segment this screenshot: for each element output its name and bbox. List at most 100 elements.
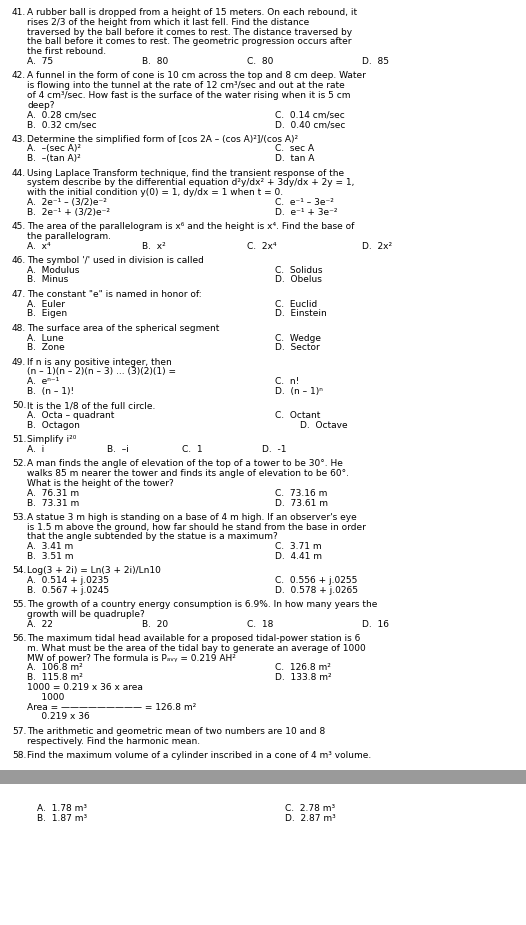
Text: 55.: 55. xyxy=(12,600,26,610)
Text: A.  Euler: A. Euler xyxy=(27,300,65,309)
Text: that the angle subtended by the statue is a maximum?: that the angle subtended by the statue i… xyxy=(27,533,278,541)
Text: C.  2.78 m³: C. 2.78 m³ xyxy=(285,804,335,813)
Text: the ball before it comes to rest. The geometric progression occurs after: the ball before it comes to rest. The ge… xyxy=(27,37,351,46)
Text: the parallelogram.: the parallelogram. xyxy=(27,232,111,241)
Text: D.  (n – 1)ⁿ: D. (n – 1)ⁿ xyxy=(275,387,323,396)
Text: D.  Sector: D. Sector xyxy=(275,343,320,352)
Text: A.  0.514 + j.0235: A. 0.514 + j.0235 xyxy=(27,576,109,586)
Text: A.  –(sec A)²: A. –(sec A)² xyxy=(27,144,81,154)
Text: B.  3.51 m: B. 3.51 m xyxy=(27,552,74,561)
Text: C.  Euclid: C. Euclid xyxy=(275,300,317,309)
Text: B.  –i: B. –i xyxy=(107,445,129,454)
Text: D.  2.87 m³: D. 2.87 m³ xyxy=(285,814,336,823)
Text: A.  106.8 m²: A. 106.8 m² xyxy=(27,663,83,672)
Text: D.  133.8 m²: D. 133.8 m² xyxy=(275,673,331,683)
Text: B.  80: B. 80 xyxy=(142,57,168,66)
Text: A.  75: A. 75 xyxy=(27,57,53,66)
Text: C.  Octant: C. Octant xyxy=(275,411,320,420)
Text: C.  Solidus: C. Solidus xyxy=(275,265,322,275)
Text: A.  Octa – quadrant: A. Octa – quadrant xyxy=(27,411,114,420)
Text: If n is any positive integer, then: If n is any positive integer, then xyxy=(27,358,172,366)
Text: (n – 1)(n – 2)(n – 3) ... (3)(2)(1) =: (n – 1)(n – 2)(n – 3) ... (3)(2)(1) = xyxy=(27,367,176,376)
Text: A.  76.31 m: A. 76.31 m xyxy=(27,488,79,498)
Text: A statue 3 m high is standing on a base of 4 m high. If an observer's eye: A statue 3 m high is standing on a base … xyxy=(27,512,357,522)
Text: A.  Modulus: A. Modulus xyxy=(27,265,79,275)
Text: B.  2e⁻¹ + (3/2)e⁻²: B. 2e⁻¹ + (3/2)e⁻² xyxy=(27,208,110,216)
Text: A.  eⁿ⁻¹: A. eⁿ⁻¹ xyxy=(27,377,59,387)
Text: B.  73.31 m: B. 73.31 m xyxy=(27,499,79,508)
Text: The growth of a country energy consumption is 6.9%. In how many years the: The growth of a country energy consumpti… xyxy=(27,600,377,610)
Text: The symbol '/' used in division is called: The symbol '/' used in division is calle… xyxy=(27,256,204,265)
Text: D.  73.61 m: D. 73.61 m xyxy=(275,499,328,508)
Text: 42.: 42. xyxy=(12,71,26,80)
Text: B.  0.32 cm/sec: B. 0.32 cm/sec xyxy=(27,120,97,130)
Text: 1000: 1000 xyxy=(27,693,64,702)
Text: What is the height of the tower?: What is the height of the tower? xyxy=(27,479,174,487)
Text: 47.: 47. xyxy=(12,290,26,299)
Text: B.  x²: B. x² xyxy=(142,241,166,251)
Text: B.  Octagon: B. Octagon xyxy=(27,421,80,430)
Text: 53.: 53. xyxy=(12,512,26,522)
Text: B.  Minus: B. Minus xyxy=(27,276,68,285)
Text: D.  Octave: D. Octave xyxy=(300,421,348,430)
Text: B.  115.8 m²: B. 115.8 m² xyxy=(27,673,83,683)
Text: The constant "e" is named in honor of:: The constant "e" is named in honor of: xyxy=(27,290,201,299)
Text: B.  20: B. 20 xyxy=(142,620,168,629)
Text: 1000 = 0.219 x 36 x area: 1000 = 0.219 x 36 x area xyxy=(27,683,143,692)
Text: B.  (n – 1)!: B. (n – 1)! xyxy=(27,387,74,396)
Text: deep?: deep? xyxy=(27,101,55,110)
Bar xyxy=(0,771,526,784)
Text: The area of the parallelogram is x⁶ and the height is x⁴. Find the base of: The area of the parallelogram is x⁶ and … xyxy=(27,222,355,231)
Text: A.  3.41 m: A. 3.41 m xyxy=(27,542,73,551)
Text: 51.: 51. xyxy=(12,435,26,444)
Text: D.  0.40 cm/sec: D. 0.40 cm/sec xyxy=(275,120,346,130)
Text: C.  80: C. 80 xyxy=(247,57,274,66)
Text: A.  x⁴: A. x⁴ xyxy=(27,241,50,251)
Text: Area = ————————— = 126.8 m²: Area = ————————— = 126.8 m² xyxy=(27,703,196,711)
Text: 48.: 48. xyxy=(12,324,26,333)
Text: respectively. Find the harmonic mean.: respectively. Find the harmonic mean. xyxy=(27,736,200,746)
Text: D.  Einstein: D. Einstein xyxy=(275,309,327,318)
Text: walks 85 m nearer the tower and finds its angle of elevation to be 60°.: walks 85 m nearer the tower and finds it… xyxy=(27,469,349,478)
Text: 58.: 58. xyxy=(12,751,26,760)
Text: m. What must be the area of the tidal bay to generate an average of 1000: m. What must be the area of the tidal ba… xyxy=(27,644,366,653)
Text: The surface area of the spherical segment: The surface area of the spherical segmen… xyxy=(27,324,219,333)
Text: A funnel in the form of cone is 10 cm across the top and 8 cm deep. Water: A funnel in the form of cone is 10 cm ac… xyxy=(27,71,366,80)
Text: Using Laplace Transform technique, find the transient response of the: Using Laplace Transform technique, find … xyxy=(27,168,344,178)
Text: Determine the simplified form of [cos 2A – (cos A)²]/(cos A)²: Determine the simplified form of [cos 2A… xyxy=(27,135,298,143)
Text: 50.: 50. xyxy=(12,401,26,411)
Text: The maximum tidal head available for a proposed tidal-power station is 6: The maximum tidal head available for a p… xyxy=(27,635,360,643)
Text: 54.: 54. xyxy=(12,566,26,575)
Text: of 4 cm³/sec. How fast is the surface of the water rising when it is 5 cm: of 4 cm³/sec. How fast is the surface of… xyxy=(27,91,350,100)
Text: B.  –(tan A)²: B. –(tan A)² xyxy=(27,154,81,163)
Text: B.  Eigen: B. Eigen xyxy=(27,309,67,318)
Text: D.  tan A: D. tan A xyxy=(275,154,315,163)
Text: C.  0.14 cm/sec: C. 0.14 cm/sec xyxy=(275,110,345,119)
Text: MW of power? The formula is Pₐᵥᵧ = 0.219 AH²: MW of power? The formula is Pₐᵥᵧ = 0.219… xyxy=(27,654,236,662)
Text: the first rebound.: the first rebound. xyxy=(27,47,106,56)
Text: Log(3 + 2i) = Ln(3 + 2i)/Ln10: Log(3 + 2i) = Ln(3 + 2i)/Ln10 xyxy=(27,566,161,575)
Text: A.  2e⁻¹ – (3/2)e⁻²: A. 2e⁻¹ – (3/2)e⁻² xyxy=(27,198,107,207)
Text: C.  3.71 m: C. 3.71 m xyxy=(275,542,321,551)
Text: C.  126.8 m²: C. 126.8 m² xyxy=(275,663,331,672)
Text: D.  2x²: D. 2x² xyxy=(362,241,392,251)
Text: D.  -1: D. -1 xyxy=(262,445,287,454)
Text: A.  0.28 cm/sec: A. 0.28 cm/sec xyxy=(27,110,96,119)
Text: Simplify i²⁰: Simplify i²⁰ xyxy=(27,435,76,444)
Text: A man finds the angle of elevation of the top of a tower to be 30°. He: A man finds the angle of elevation of th… xyxy=(27,460,343,468)
Text: 44.: 44. xyxy=(12,168,26,178)
Text: system describe by the differential equation d²y/dx² + 3dy/dx + 2y = 1,: system describe by the differential equa… xyxy=(27,179,355,187)
Text: D.  16: D. 16 xyxy=(362,620,389,629)
Text: is 1.5 m above the ground, how far should he stand from the base in order: is 1.5 m above the ground, how far shoul… xyxy=(27,523,366,532)
Text: The arithmetic and geometric mean of two numbers are 10 and 8: The arithmetic and geometric mean of two… xyxy=(27,727,325,735)
Text: C.  e⁻¹ – 3e⁻²: C. e⁻¹ – 3e⁻² xyxy=(275,198,334,207)
Text: C.  0.556 + j.0255: C. 0.556 + j.0255 xyxy=(275,576,357,586)
Text: D.  4.41 m: D. 4.41 m xyxy=(275,552,322,561)
Text: It is the 1/8 of the full circle.: It is the 1/8 of the full circle. xyxy=(27,401,155,411)
Text: C.  73.16 m: C. 73.16 m xyxy=(275,488,327,498)
Text: 52.: 52. xyxy=(12,460,26,468)
Text: traversed by the ball before it comes to rest. The distance traversed by: traversed by the ball before it comes to… xyxy=(27,28,352,37)
Text: A.  1.78 m³: A. 1.78 m³ xyxy=(37,804,87,813)
Text: C.  1: C. 1 xyxy=(182,445,203,454)
Text: growth will be quadruple?: growth will be quadruple? xyxy=(27,610,145,619)
